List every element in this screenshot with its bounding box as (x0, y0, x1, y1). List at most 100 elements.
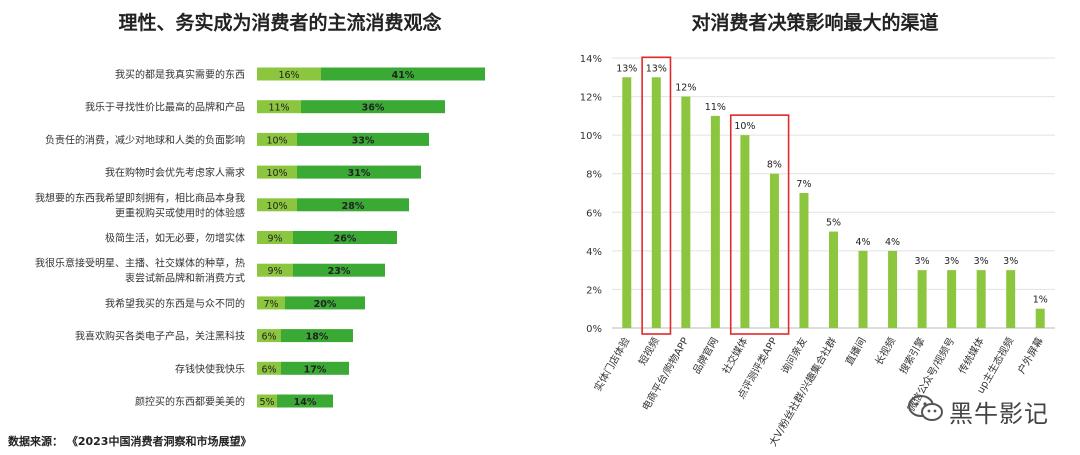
bar (769, 173, 779, 328)
data-label: 10% (266, 201, 287, 212)
data-label: 6% (261, 364, 276, 375)
category-label: 存钱快使我快乐 (175, 362, 245, 375)
category-label: 负责任的消费，减少对地球和人类的负面影响 (45, 133, 245, 146)
data-label: 1% (1033, 295, 1048, 306)
data-source-note: 数据来源： 《2023中国消费者洞察和市场展望》 (8, 435, 252, 448)
category-label: 极简生活，如无必要，勿增实体 (105, 232, 245, 245)
bar (799, 193, 809, 328)
bar (1035, 308, 1045, 328)
y-tick-label: 2% (586, 285, 602, 296)
data-label: 14% (294, 397, 317, 408)
data-label: 11% (705, 102, 726, 113)
bar-segment-dark (277, 394, 333, 408)
bar-segment-light (257, 394, 277, 408)
data-label: 10% (266, 135, 287, 146)
category-label: 我很乐意接受明星、主播、社交媒体的种草，热 (35, 257, 245, 270)
y-tick-label: 0% (586, 324, 602, 335)
y-tick-label: 8% (586, 170, 602, 181)
data-label: 8% (767, 160, 782, 171)
bar-segment-dark (297, 198, 409, 212)
bar-segment-dark (281, 361, 349, 375)
data-label: 41% (392, 70, 415, 81)
bar-segment-dark (301, 100, 445, 114)
data-label: 13% (646, 63, 667, 74)
data-label: 10% (266, 168, 287, 179)
data-label: 28% (342, 201, 365, 212)
data-label: 7% (263, 299, 278, 310)
bar-segment-light (257, 296, 285, 310)
x-tick-label: 长视频 (872, 335, 898, 367)
bar-segment-dark (297, 165, 421, 179)
data-label: 9% (267, 266, 282, 277)
x-tick-label: 实体门店体验 (591, 335, 632, 393)
category-label: 我买的都是我真实需要的东西 (115, 68, 245, 81)
bar-segment-light (257, 100, 301, 114)
bar (947, 270, 957, 328)
bar-segment-light (257, 198, 297, 212)
bar-segment-dark (297, 132, 429, 146)
bar-segment-light (257, 67, 321, 81)
bar-segment-dark (293, 263, 385, 277)
data-label: 33% (352, 135, 375, 146)
wechat-icon (908, 395, 943, 421)
highlight-box (641, 56, 672, 335)
data-label: 10% (734, 121, 755, 132)
y-tick-label: 14% (580, 54, 602, 65)
data-label: 17% (304, 364, 327, 375)
x-tick-label: 户外屏幕 (1015, 335, 1046, 376)
y-tick-label: 12% (580, 93, 602, 104)
y-tick-label: 6% (586, 208, 602, 219)
y-tick-label: 10% (580, 131, 602, 142)
category-label: 更重视购买或使用时的体验感 (115, 206, 245, 219)
highlight-box (729, 114, 790, 335)
data-label: 13% (616, 63, 637, 74)
data-label: 5% (826, 218, 841, 229)
bar-segment-light (257, 165, 297, 179)
data-label: 3% (1003, 256, 1018, 267)
data-label: 23% (328, 266, 351, 277)
bar-segment-dark (321, 67, 485, 81)
data-label: 12% (675, 83, 696, 94)
data-label: 18% (306, 332, 329, 343)
bar (1006, 270, 1016, 328)
bar (917, 270, 927, 328)
bar (622, 77, 632, 329)
bar-segment-light (257, 329, 281, 343)
bar-segment-light (257, 231, 293, 244)
bar-segment-light (257, 263, 293, 277)
data-label: 5% (259, 397, 274, 408)
data-label: 6% (261, 332, 276, 343)
watermark: 黑牛影记 (905, 392, 1070, 428)
bar (740, 135, 750, 328)
bar-segment-light (257, 132, 297, 146)
data-label: 26% (334, 234, 357, 245)
bar-segment-dark (285, 296, 365, 310)
data-label: 36% (362, 103, 385, 114)
x-tick-label: 品牌官网 (690, 335, 721, 376)
x-tick-label: 直播间 (842, 335, 868, 367)
y-tick-label: 4% (586, 247, 602, 258)
data-label: 7% (796, 179, 811, 190)
category-label: 我喜欢购买各类电子产品，关注黑科技 (75, 330, 245, 343)
bar-segment-light (257, 361, 281, 375)
data-label: 16% (278, 70, 299, 81)
data-label: 4% (855, 237, 870, 248)
bar (858, 250, 868, 328)
data-label: 3% (944, 256, 959, 267)
x-tick-label: 短视频 (636, 335, 662, 367)
data-label: 11% (268, 103, 289, 114)
bar (651, 77, 661, 329)
category-label: 我乐于寻找性价比最高的品牌和产品 (85, 101, 245, 114)
data-label: 31% (348, 168, 371, 179)
bar (829, 231, 838, 328)
bar-segment-dark (293, 231, 397, 244)
x-tick-label: 搜索引擎 (896, 335, 927, 376)
category-label: 颜控买的东西都要美美的 (135, 395, 245, 408)
category-label: 我希望我买的东西是与众不同的 (105, 297, 245, 310)
x-tick-label: 传统媒体 (956, 335, 987, 376)
bar (976, 270, 986, 328)
data-label: 4% (885, 237, 900, 248)
x-tick-label: 询问亲友 (778, 335, 809, 376)
left-chart-title: 理性、务实成为消费者的主流消费观念 (118, 12, 442, 34)
